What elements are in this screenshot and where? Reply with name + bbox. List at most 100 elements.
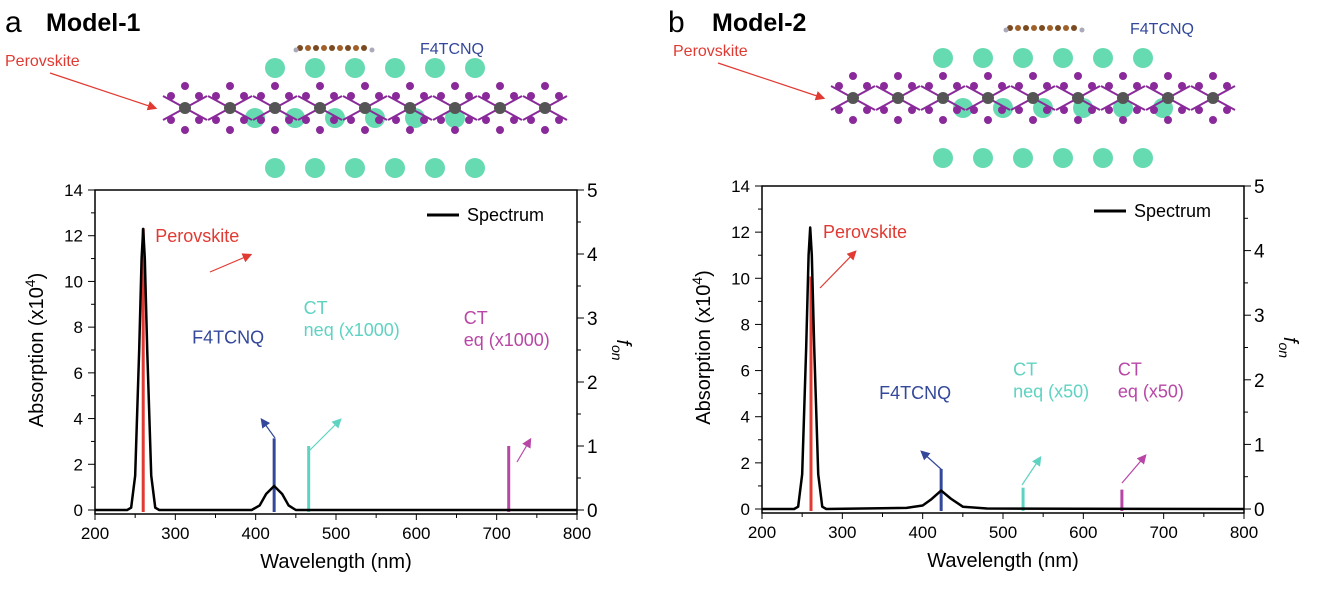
x-tick-label: 600: [402, 524, 430, 543]
spectrum-line: [762, 226, 1245, 511]
molecule-atom: [1055, 25, 1061, 31]
stick-label-3: CT: [1118, 360, 1142, 380]
cation-atom: [933, 148, 953, 168]
halide-atom: [347, 116, 355, 124]
halide-atom: [1209, 72, 1217, 80]
halide-atom: [555, 116, 563, 124]
halide-atom: [437, 116, 445, 124]
halide-atom: [835, 82, 843, 90]
y2-axis-label-main: f: [612, 339, 634, 347]
halide-atom: [1119, 72, 1127, 80]
pb-atom: [1162, 92, 1174, 104]
cation-atom: [1013, 48, 1033, 68]
halide-atom: [482, 116, 490, 124]
legend-label: Spectrum: [467, 205, 544, 225]
perovskite-slab: [162, 58, 568, 178]
cation-atom: [933, 48, 953, 68]
halide-atom: [420, 92, 428, 100]
annotation-arrow-1: [260, 418, 276, 439]
slab-arrow: [49, 72, 158, 111]
cation-atom: [305, 158, 325, 178]
halide-atom: [541, 82, 549, 90]
x-tick-label: 700: [482, 524, 510, 543]
pb-atom: [847, 92, 859, 104]
y-tick-label: 4: [741, 408, 750, 427]
cation-atom: [465, 58, 485, 78]
y2-tick-label: 0: [587, 501, 598, 522]
halide-atom: [1074, 72, 1082, 80]
cation-atom: [345, 58, 365, 78]
halide-atom: [1043, 106, 1051, 114]
y-tick-label: 4: [74, 410, 83, 429]
y2-tick-label: 1: [587, 437, 598, 458]
cation-atom: [265, 158, 285, 178]
y-tick-label: 6: [741, 362, 750, 381]
y-tick-label: 14: [731, 177, 750, 196]
molecule-atom: [345, 45, 351, 51]
molecule-atom: [313, 45, 319, 51]
halide-atom: [863, 106, 871, 114]
cation-atom: [265, 58, 285, 78]
cation-atom: [1053, 48, 1073, 68]
y-tick-label: 2: [74, 455, 83, 474]
legend-label: Spectrum: [1134, 201, 1211, 221]
halide-atom: [953, 106, 961, 114]
halide-atom: [1088, 82, 1096, 90]
y-tick-label: 0: [74, 501, 83, 520]
panel-letter: a: [5, 6, 22, 39]
y-tick-label: 14: [64, 181, 83, 200]
halide-atom: [240, 92, 248, 100]
halide-atom: [1164, 116, 1172, 124]
stick-label-1: F4TCNQ: [192, 327, 264, 347]
perovskite-slab: [830, 48, 1236, 168]
annotation-arrow-0: [209, 253, 253, 273]
y2-axis-label: fon: [1276, 337, 1301, 358]
annotation-arrow-2: [1021, 456, 1042, 486]
halide-atom: [257, 92, 265, 100]
halide-atom: [894, 116, 902, 124]
halide-atom: [271, 82, 279, 90]
halide-atom: [1088, 106, 1096, 114]
x-tick-label: 500: [989, 523, 1017, 542]
halide-atom: [880, 106, 888, 114]
cation-atom: [1053, 148, 1073, 168]
pb-atom: [937, 92, 949, 104]
y2-tick-label: 1: [1254, 435, 1265, 456]
y-tick-label: 8: [741, 315, 750, 334]
halide-atom: [406, 82, 414, 90]
y-axis-label-part: ): [693, 270, 715, 277]
halide-atom: [1060, 82, 1068, 90]
halide-atom: [465, 116, 473, 124]
x-axis-label: Wavelength (nm): [260, 551, 412, 573]
cation-atom: [1093, 148, 1113, 168]
halide-atom: [226, 126, 234, 134]
pb-atom: [982, 92, 994, 104]
x-tick-label: 600: [1069, 523, 1097, 542]
halide-atom: [953, 82, 961, 90]
annotation-arrow-1: [920, 450, 943, 471]
molecule-label: F4TCNQ: [420, 41, 484, 58]
halide-atom: [998, 82, 1006, 90]
halide-atom: [1060, 106, 1068, 114]
pb-atom: [404, 102, 416, 114]
pb-atom: [359, 102, 371, 114]
halide-atom: [1223, 106, 1231, 114]
pb-atom: [449, 102, 461, 114]
halide-atom: [998, 106, 1006, 114]
y-tick-label: 10: [731, 269, 750, 288]
cation-atom: [385, 58, 405, 78]
y-axis-label-part: ): [26, 273, 48, 280]
cation-atom: [345, 158, 365, 178]
panel-title: Model-2: [712, 9, 806, 37]
y-tick-label: 0: [741, 500, 750, 519]
annotation-arrow-2: [309, 418, 342, 451]
halide-atom: [527, 116, 535, 124]
halide-atom: [510, 116, 518, 124]
halide-atom: [271, 126, 279, 134]
stick-label-2: CT: [1013, 360, 1037, 380]
molecule-atom: [1015, 25, 1021, 31]
pb-atom: [1027, 92, 1039, 104]
halide-atom: [1119, 116, 1127, 124]
x-tick-label: 500: [322, 524, 350, 543]
